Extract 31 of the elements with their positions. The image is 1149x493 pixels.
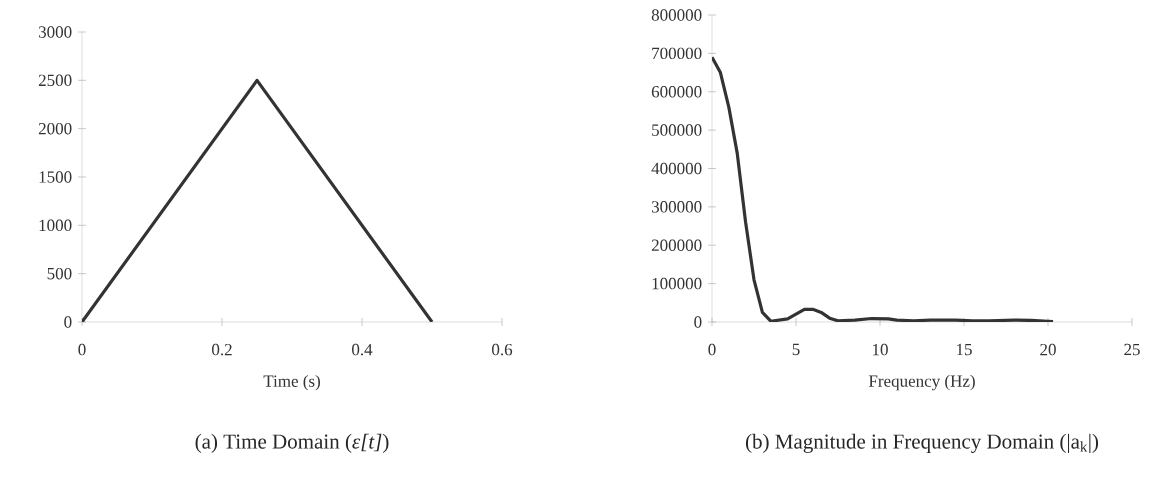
- y-tick-label: 2000: [38, 122, 72, 135]
- y-tick-label: 200000: [651, 239, 702, 251]
- text: (a) Time Domain (ε[t]): [195, 433, 389, 453]
- y-tick-label: 0: [64, 316, 72, 328]
- y-tick-label: 100000: [652, 277, 702, 290]
- x-tick-label: 25: [1124, 343, 1140, 356]
- y-tick-label: 1500: [39, 171, 72, 183]
- x-tick-label: 15: [957, 343, 972, 356]
- y-tick-label: 2500: [38, 74, 72, 87]
- x-tick-label: 0: [78, 343, 86, 356]
- y-tick-label: 800000: [651, 9, 702, 21]
- x-tick-label: 0.2: [212, 343, 232, 356]
- y-tick-label: 500: [47, 267, 72, 280]
- x-tick-label: 0: [708, 343, 716, 356]
- y-tick-label: 300000: [651, 201, 702, 213]
- text: (b) Magnitude in Frequency Domain (|a$_{k}$|): [745, 433, 1099, 453]
- line-series: [712, 55, 1055, 322]
- y-tick-label: 400000: [651, 162, 702, 175]
- x-axis-title: Frequency (Hz): [868, 374, 975, 391]
- x-tick-label: 20: [1040, 343, 1056, 356]
- y-tick-label: 3000: [38, 26, 72, 38]
- x-tick-label: 10: [873, 343, 888, 356]
- x-tick-label: 5: [792, 343, 800, 356]
- x-axis-title: Time (s): [263, 374, 320, 391]
- x-tick-label: 0.4: [352, 343, 373, 356]
- y-tick-label: 1000: [39, 219, 72, 232]
- y-tick-label: 700000: [652, 47, 702, 60]
- y-tick-label: 500000: [652, 124, 702, 136]
- y-tick-label: 0: [694, 316, 702, 328]
- y-tick-label: 600000: [651, 86, 702, 98]
- x-tick-label: 0.6: [492, 343, 513, 356]
